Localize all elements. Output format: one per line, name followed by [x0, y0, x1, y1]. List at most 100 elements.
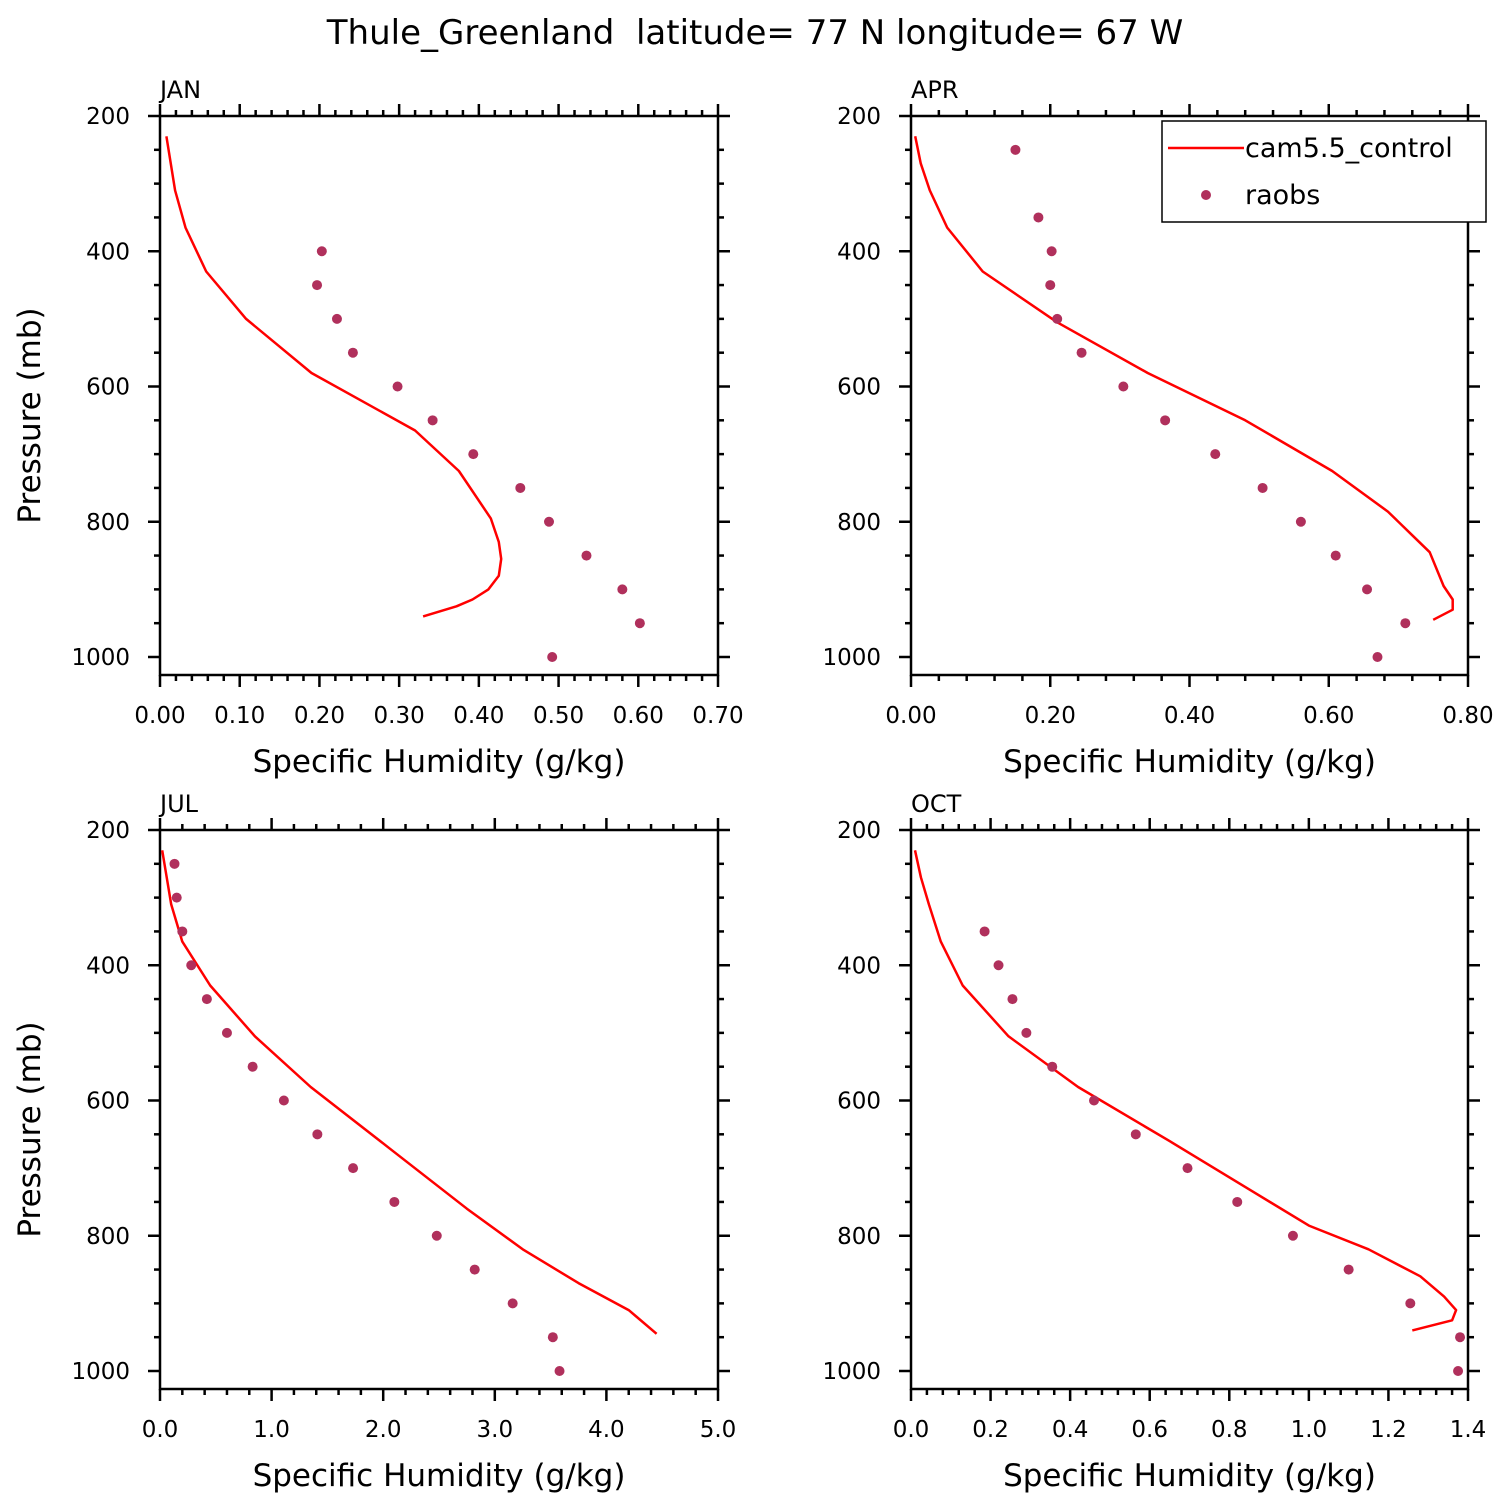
y-tick-label: 200 — [86, 104, 130, 130]
legend-label-model: cam5.5_control — [1245, 133, 1453, 164]
y-tick-label: 800 — [86, 510, 130, 536]
y-tick-label: 800 — [837, 1224, 881, 1250]
y-tick-label: 200 — [837, 818, 881, 844]
obs-point — [1089, 1095, 1100, 1106]
y-tick-label: 200 — [86, 818, 130, 844]
x-tick-label: 0.80 — [1442, 703, 1493, 729]
x-tick-label: 1.0 — [1291, 1417, 1328, 1443]
obs-point — [1160, 415, 1171, 426]
obs-point — [1047, 1061, 1058, 1072]
x-axis-title: Specific Humidity (g/kg) — [253, 744, 626, 780]
x-tick-label: 2.0 — [365, 1417, 402, 1443]
obs-point — [1455, 1332, 1466, 1343]
obs-point — [1045, 280, 1056, 291]
obs-point — [1400, 618, 1411, 629]
obs-point — [348, 1163, 359, 1174]
y-tick-label: 400 — [86, 239, 130, 265]
y-tick-label: 1000 — [71, 1359, 130, 1385]
y-tick-label: 1000 — [71, 645, 130, 671]
x-tick-label: 0.00 — [134, 703, 185, 729]
obs-point — [617, 584, 628, 595]
obs-point — [1343, 1264, 1354, 1275]
obs-point — [171, 892, 182, 903]
obs-point — [507, 1298, 518, 1309]
model-profile-line — [160, 850, 658, 1335]
panel-apr: APR 0.00 0.20 0.40 0.60 0.80 200 400 600 800 1000 S… — [822, 76, 1493, 780]
obs-point — [1295, 516, 1306, 527]
model-profile-line — [913, 850, 1458, 1332]
obs-point — [201, 994, 212, 1005]
obs-point — [312, 1129, 323, 1140]
obs-point — [169, 858, 180, 869]
obs-point — [278, 1095, 289, 1106]
obs-point — [347, 347, 358, 358]
obs-point — [469, 1264, 480, 1275]
x-tick-label: 0.40 — [453, 703, 504, 729]
obs-point — [1182, 1163, 1193, 1174]
y-tick-label: 600 — [86, 1089, 130, 1115]
obs-point — [316, 246, 327, 257]
obs-point — [1076, 347, 1087, 358]
y-tick-label: 400 — [86, 953, 130, 979]
y-tick-label: 400 — [837, 239, 881, 265]
obs-point — [431, 1230, 442, 1241]
plot-frame — [158, 828, 720, 1391]
x-axis-title: Specific Humidity (g/kg) — [1003, 744, 1376, 780]
x-tick-label: 1.0 — [253, 1417, 290, 1443]
panel-label: JAN — [158, 76, 201, 104]
obs-point — [1405, 1298, 1416, 1309]
x-axis-title: Specific Humidity (g/kg) — [1003, 1458, 1376, 1494]
x-tick-label: 0.0 — [142, 1417, 179, 1443]
x-tick-label: 3.0 — [477, 1417, 514, 1443]
x-tick-label: 0.60 — [613, 703, 664, 729]
obs-point — [1046, 246, 1057, 257]
panel-label: JUL — [158, 790, 199, 818]
obs-point — [554, 1366, 565, 1376]
y-tick-label: 400 — [837, 953, 881, 979]
legend-label-obs: raobs — [1245, 180, 1320, 211]
obs-point — [331, 313, 342, 324]
obs-point — [515, 482, 526, 493]
legend-box — [1161, 120, 1487, 223]
model-profile-line — [913, 136, 1454, 621]
y-tick-label: 1000 — [822, 645, 881, 671]
obs-point — [1130, 1129, 1141, 1140]
x-tick-label: 0.00 — [885, 703, 936, 729]
obs-point — [1232, 1196, 1243, 1207]
x-tick-label: 0.4 — [1052, 1417, 1089, 1443]
figure-title: Thule_Greenland latitude= 77 N longitude… — [326, 13, 1183, 53]
plot-frame — [158, 114, 720, 677]
obs-point — [177, 926, 188, 937]
y-tick-label: 800 — [86, 1224, 130, 1250]
obs-point — [186, 960, 197, 971]
obs-point — [1453, 1366, 1464, 1376]
obs-point — [547, 652, 558, 662]
obs-point — [312, 280, 323, 291]
panel-jan: JAN 0.00 0.10 0.20 0.30 0.40 0.50 0.60 0.70 200 40… — [12, 76, 744, 780]
obs-point — [1330, 550, 1341, 561]
x-tick-label: 0.50 — [533, 703, 584, 729]
panels: JAN 0.00 0.10 0.20 0.30 0.40 0.50 0.60 0.70 200 40… — [12, 76, 1494, 1494]
x-tick-label: 0.70 — [692, 703, 743, 729]
y-tick-label: 1000 — [822, 1359, 881, 1385]
y-tick-label: 800 — [837, 510, 881, 536]
obs-point — [468, 449, 479, 460]
panel-label: OCT — [911, 790, 962, 818]
obs-point — [1210, 449, 1221, 460]
obs-point — [1372, 652, 1383, 662]
obs-point — [993, 960, 1004, 971]
obs-point — [1257, 482, 1268, 493]
obs-point — [1010, 144, 1021, 155]
model-profile-line — [165, 136, 503, 618]
obs-point — [247, 1061, 258, 1072]
obs-point — [1287, 1230, 1298, 1241]
x-tick-label: 0.20 — [294, 703, 345, 729]
obs-point — [1007, 994, 1018, 1005]
x-tick-label: 1.4 — [1450, 1417, 1487, 1443]
x-tick-label: 0.30 — [374, 703, 425, 729]
legend-point-swatch — [1201, 190, 1211, 200]
y-tick-label: 600 — [86, 375, 130, 401]
obs-point — [389, 1196, 400, 1207]
x-tick-label: 1.2 — [1370, 1417, 1407, 1443]
